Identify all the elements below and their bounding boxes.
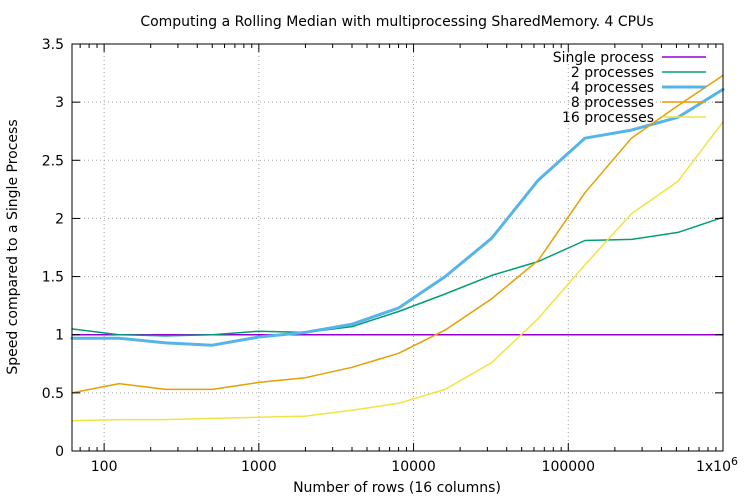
series-line-8-processes [71,74,724,394]
x-tick-label: 10000 [391,459,436,475]
y-tick-label: 3.5 [42,37,64,53]
y-axis-label: Speed compared to a Single Process [5,119,21,374]
chart-title: Computing a Rolling Median with multipro… [140,14,653,30]
legend-label: 2 processes [571,65,654,81]
x-tick-label: 1x106 [696,455,738,475]
x-tick-label: 100000 [542,459,595,475]
y-tick-label: 0 [55,444,64,460]
series-line-16-processes [71,121,724,422]
y-tick-label: 2 [55,211,64,227]
y-tick-label: 1.5 [42,270,64,286]
series-line-4-processes [70,87,725,347]
y-tick-label: 1 [55,328,64,344]
x-tick-exponent: 6 [731,455,738,468]
series-layer [70,74,725,422]
y-tick-label: 2.5 [42,153,64,169]
legend-label: Single process [553,50,654,66]
legend-label: 16 processes [562,110,654,126]
x-tick-label: 100 [91,459,118,475]
tick-layer: 0 0.5 1 1.5 2 2.5 3 3.5 100 1000 10000 100000 1x106 [42,37,738,475]
legend-label: 4 processes [571,80,654,96]
y-tick-label: 3 [55,95,64,111]
plot-frame [71,43,724,452]
x-axis-label: Number of rows (16 columns) [293,480,501,496]
x-tick-label: 1000 [241,459,277,475]
y-tick-label: 0.5 [42,386,64,402]
series-line-2-processes [71,216,724,337]
legend-label: 8 processes [571,95,654,111]
